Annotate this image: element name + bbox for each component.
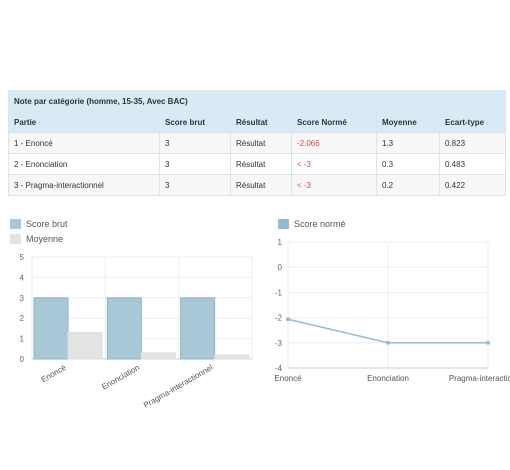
cell-resultat: Résultat bbox=[230, 153, 292, 175]
column-header-ecart-type: Ecart-type bbox=[439, 111, 506, 133]
data-point bbox=[286, 317, 290, 322]
x-tick-label: Pragma-interactionnel bbox=[142, 363, 214, 408]
y-tick-label: 1 bbox=[20, 335, 25, 344]
y-tick-label: 0 bbox=[20, 355, 25, 364]
data-point bbox=[386, 340, 390, 345]
legend-item-score-brut[interactable]: Score brut bbox=[10, 219, 68, 229]
cell-ecart-type: 0.422 bbox=[439, 174, 506, 196]
legend-label: Score normé bbox=[294, 219, 346, 229]
legend-swatch bbox=[10, 234, 21, 244]
cell-moyenne: 1.3 bbox=[376, 132, 440, 154]
y-tick-label: 1 bbox=[278, 238, 283, 247]
y-tick-label: -3 bbox=[275, 339, 283, 348]
y-tick-label: 4 bbox=[20, 273, 25, 282]
y-tick-label: 2 bbox=[20, 314, 25, 323]
cell-score-brut: 3 bbox=[159, 153, 231, 175]
legend-swatch bbox=[10, 219, 21, 229]
x-tick-label: Enonciation bbox=[100, 363, 141, 392]
cell-score-norme: < -3 bbox=[291, 174, 377, 196]
cell-score-norme: < -3 bbox=[291, 153, 377, 175]
y-tick-label: -1 bbox=[275, 288, 283, 297]
column-header-moyenne: Moyenne bbox=[376, 111, 440, 133]
y-tick-label: -2 bbox=[275, 314, 283, 323]
y-tick-label: 5 bbox=[20, 253, 25, 262]
table-row: 2 - Enonciation 3 Résultat < -3 0.3 0.48… bbox=[8, 153, 506, 175]
column-header-score-brut: Score brut bbox=[159, 111, 231, 133]
y-tick-label: -4 bbox=[275, 364, 283, 373]
cell-score-brut: 3 bbox=[159, 132, 231, 154]
bar-moyenne bbox=[214, 354, 250, 360]
cell-ecart-type: 0.823 bbox=[439, 132, 506, 154]
cell-resultat: Résultat bbox=[230, 174, 292, 196]
y-tick-label: 0 bbox=[278, 263, 283, 272]
cell-score-brut: 3 bbox=[159, 174, 231, 196]
legend-item-moyenne[interactable]: Moyenne bbox=[10, 234, 63, 244]
x-tick-label: Enoncé bbox=[274, 374, 302, 383]
category-score-table: Note par catégorie (homme, 15-35, Avec B… bbox=[8, 90, 506, 196]
y-tick-label: 3 bbox=[20, 294, 25, 303]
cell-partie: 1 - Enoncé bbox=[8, 132, 160, 154]
bar-moyenne bbox=[67, 331, 103, 360]
bar-moyenne bbox=[140, 352, 176, 360]
cell-ecart-type: 0.483 bbox=[439, 153, 506, 175]
bar-score-brut bbox=[106, 297, 142, 360]
cell-resultat: Résultat bbox=[230, 132, 292, 154]
column-header-score-norme: Score Normé bbox=[291, 111, 377, 133]
line-chart: -4 -3 -2 -1 0 1 Enoncé Enonciation Pragma-intera… bbox=[268, 234, 510, 394]
table-row: 3 - Pragma-interactionnel 3 Résultat < -… bbox=[8, 174, 506, 196]
legend-item-score-norme[interactable]: Score normé bbox=[278, 219, 346, 229]
table-row: 1 - Enoncé 3 Résultat -2.066 1.3 0.823 bbox=[8, 132, 506, 154]
bar-score-brut bbox=[33, 297, 69, 360]
cell-partie: 2 - Enonciation bbox=[8, 153, 160, 175]
column-header-partie: Partie bbox=[8, 111, 160, 133]
table-caption: Note par catégorie (homme, 15-35, Avec B… bbox=[8, 90, 506, 112]
cell-score-norme: -2.066 bbox=[291, 132, 377, 154]
x-tick-label: Enonciation bbox=[367, 374, 409, 383]
bar-chart: 0 1 2 3 4 5 Enoncé Enonciation Pragma-interactio… bbox=[0, 248, 260, 408]
legend-swatch bbox=[278, 219, 289, 229]
data-point bbox=[486, 340, 490, 345]
legend-label: Score brut bbox=[26, 219, 68, 229]
column-header-resultat: Résultat bbox=[230, 111, 292, 133]
legend-label: Moyenne bbox=[26, 234, 64, 244]
cell-moyenne: 0.3 bbox=[376, 153, 440, 175]
x-tick-label: Enoncé bbox=[40, 363, 68, 385]
bar-score-brut bbox=[180, 297, 216, 360]
x-tick-label: Pragma-interactionnel bbox=[449, 374, 510, 383]
cell-partie: 3 - Pragma-interactionnel bbox=[8, 174, 160, 196]
cell-moyenne: 0.2 bbox=[376, 174, 440, 196]
